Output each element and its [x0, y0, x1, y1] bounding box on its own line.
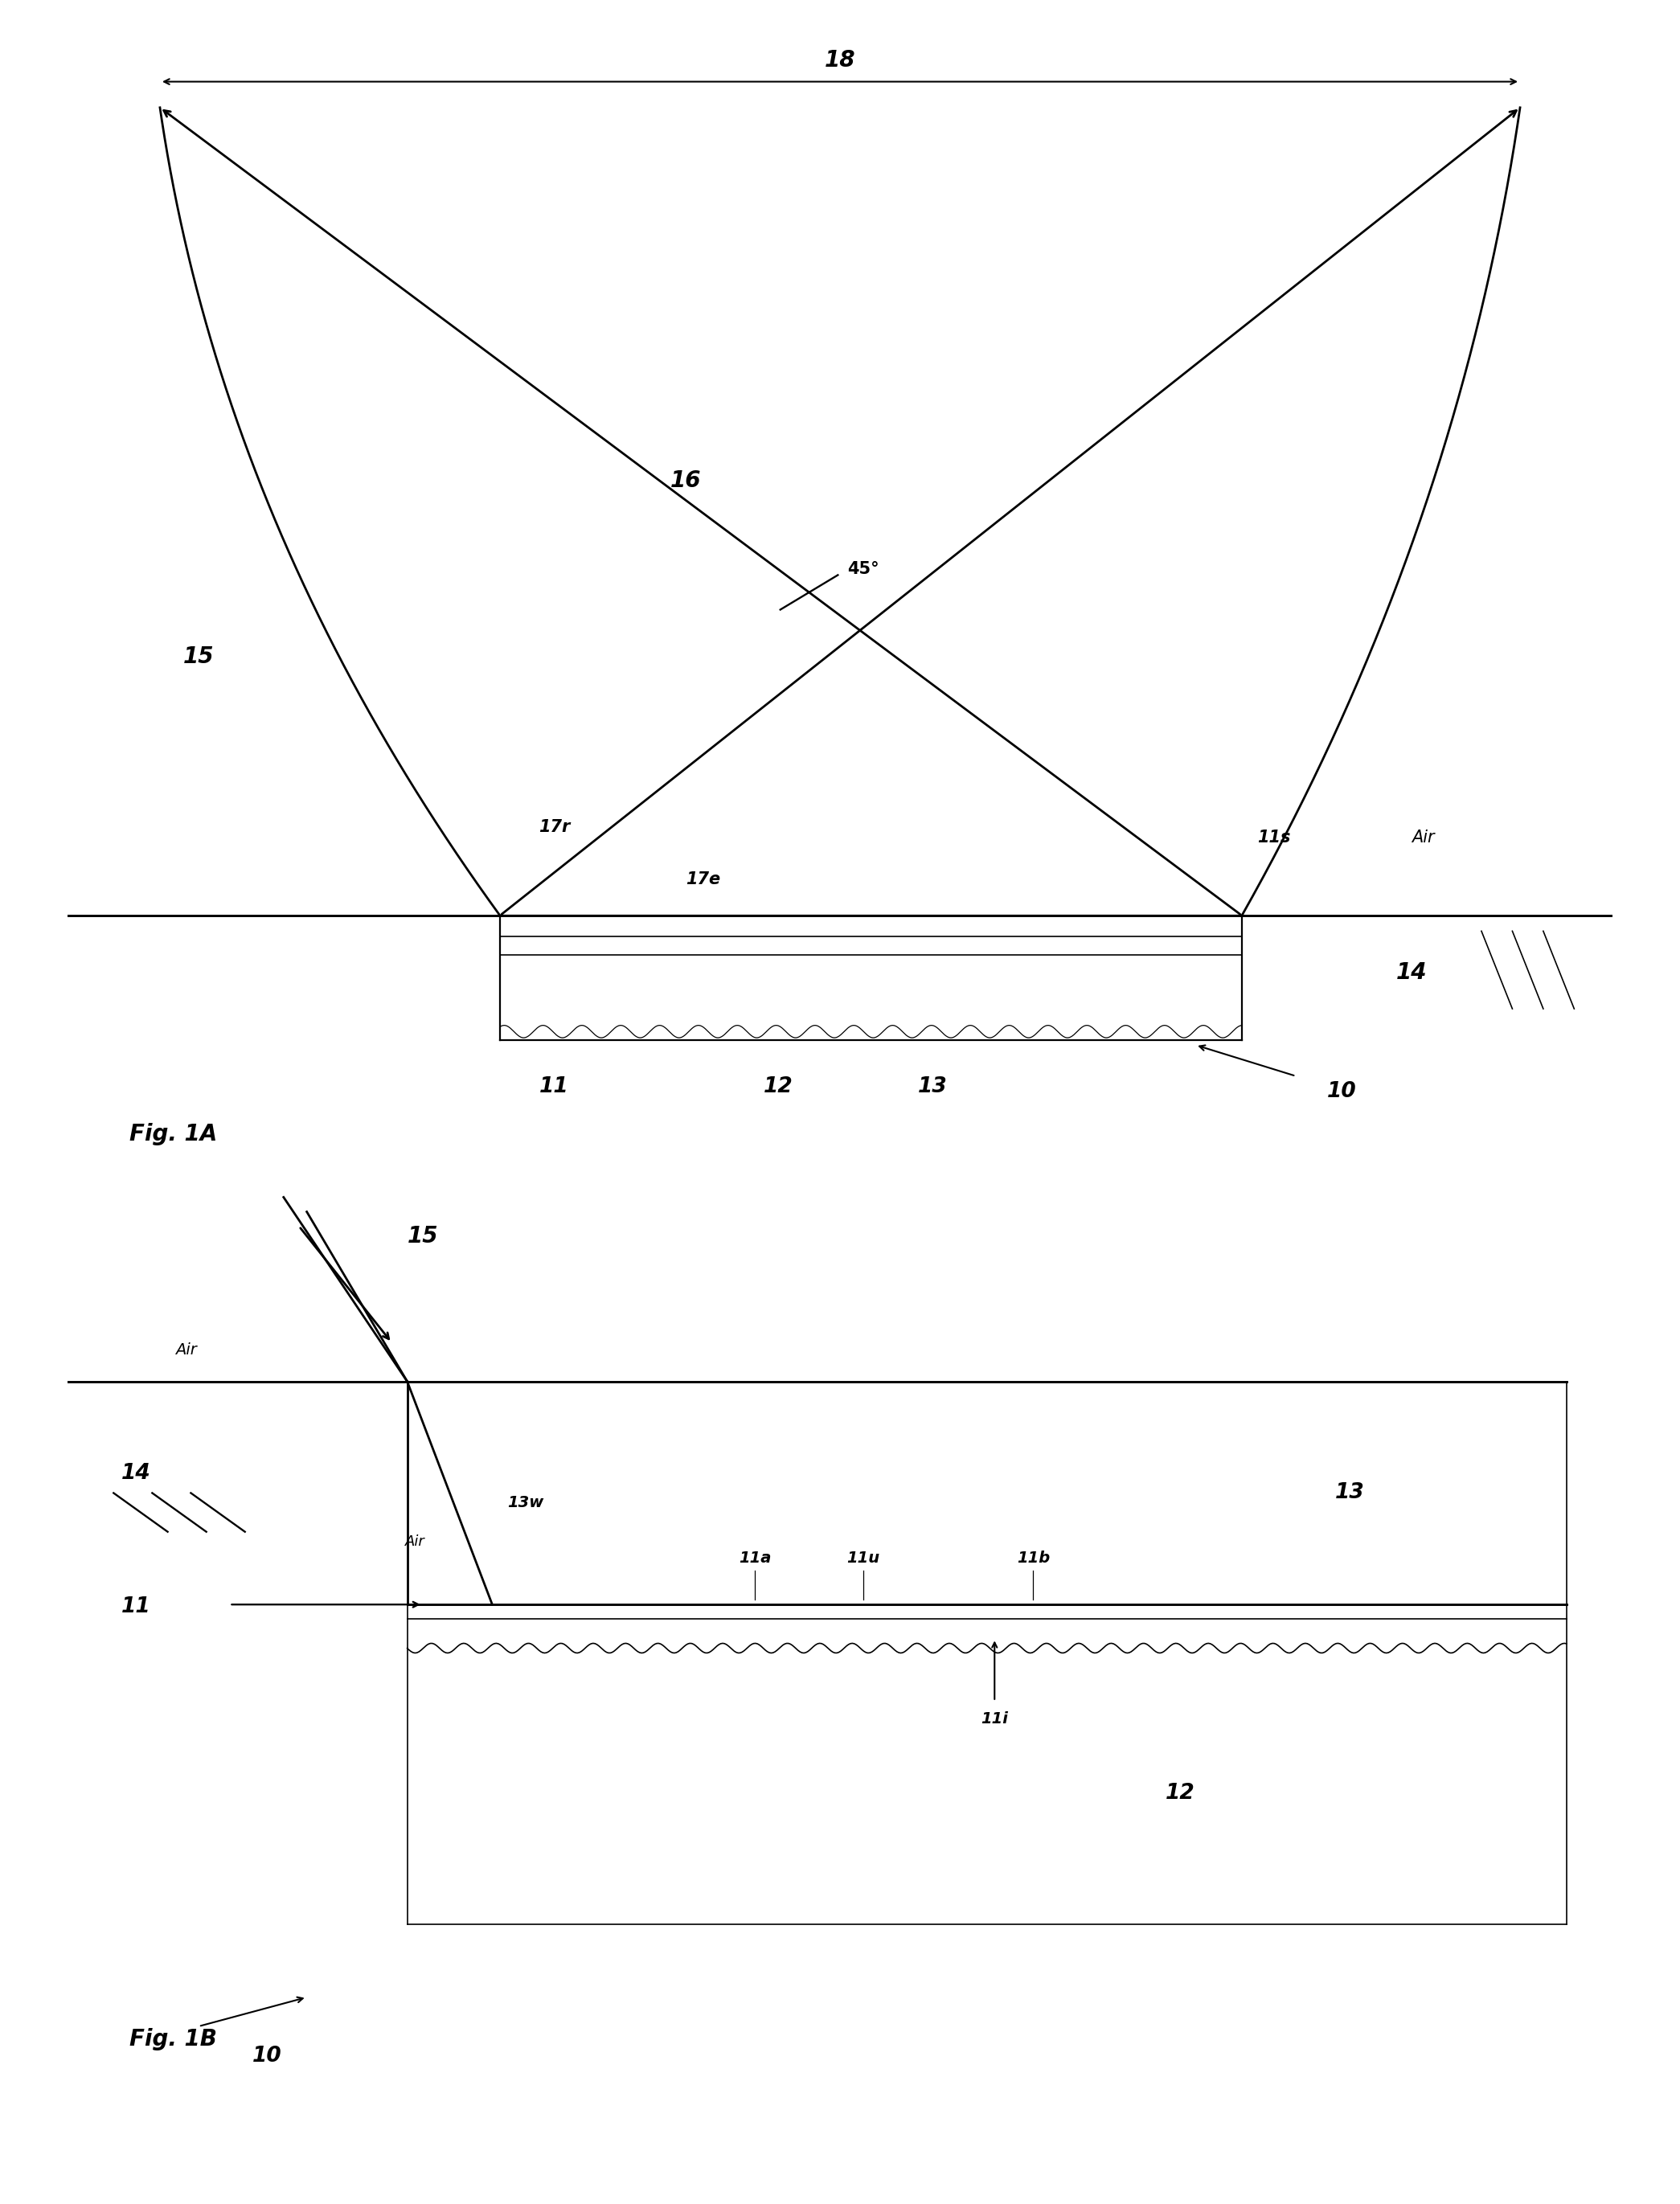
- Text: Fig. 1A: Fig. 1A: [129, 1122, 217, 1146]
- Text: 18: 18: [825, 48, 855, 71]
- Text: 14: 14: [121, 1463, 151, 1483]
- Text: 15: 15: [183, 646, 213, 668]
- Text: 11: 11: [121, 1596, 151, 1618]
- Text: Fig. 1B: Fig. 1B: [129, 2028, 217, 2050]
- Text: Air: Air: [405, 1534, 425, 1549]
- Text: 17e: 17e: [685, 871, 721, 888]
- Text: 45°: 45°: [848, 560, 880, 577]
- Text: Air: Air: [1411, 831, 1435, 846]
- Text: 16: 16: [670, 469, 701, 491]
- Text: 10: 10: [252, 2045, 282, 2067]
- Text: 13: 13: [1336, 1483, 1364, 1503]
- Text: 11s: 11s: [1257, 831, 1290, 846]
- Text: 11i: 11i: [981, 1710, 1008, 1726]
- Text: 13: 13: [917, 1076, 948, 1098]
- Text: 17r: 17r: [539, 820, 570, 835]
- Text: 11: 11: [539, 1076, 570, 1098]
- Text: 15: 15: [407, 1225, 438, 1247]
- Text: 12: 12: [763, 1076, 793, 1098]
- Text: 12: 12: [1166, 1783, 1194, 1805]
- Text: 13w: 13w: [507, 1494, 544, 1510]
- Text: 11b: 11b: [1016, 1549, 1050, 1565]
- Text: 11a: 11a: [739, 1549, 771, 1565]
- Text: Air: Air: [175, 1342, 197, 1358]
- Text: 14: 14: [1396, 961, 1428, 983]
- Text: 11u: 11u: [847, 1549, 880, 1565]
- Text: 10: 10: [1327, 1082, 1356, 1102]
